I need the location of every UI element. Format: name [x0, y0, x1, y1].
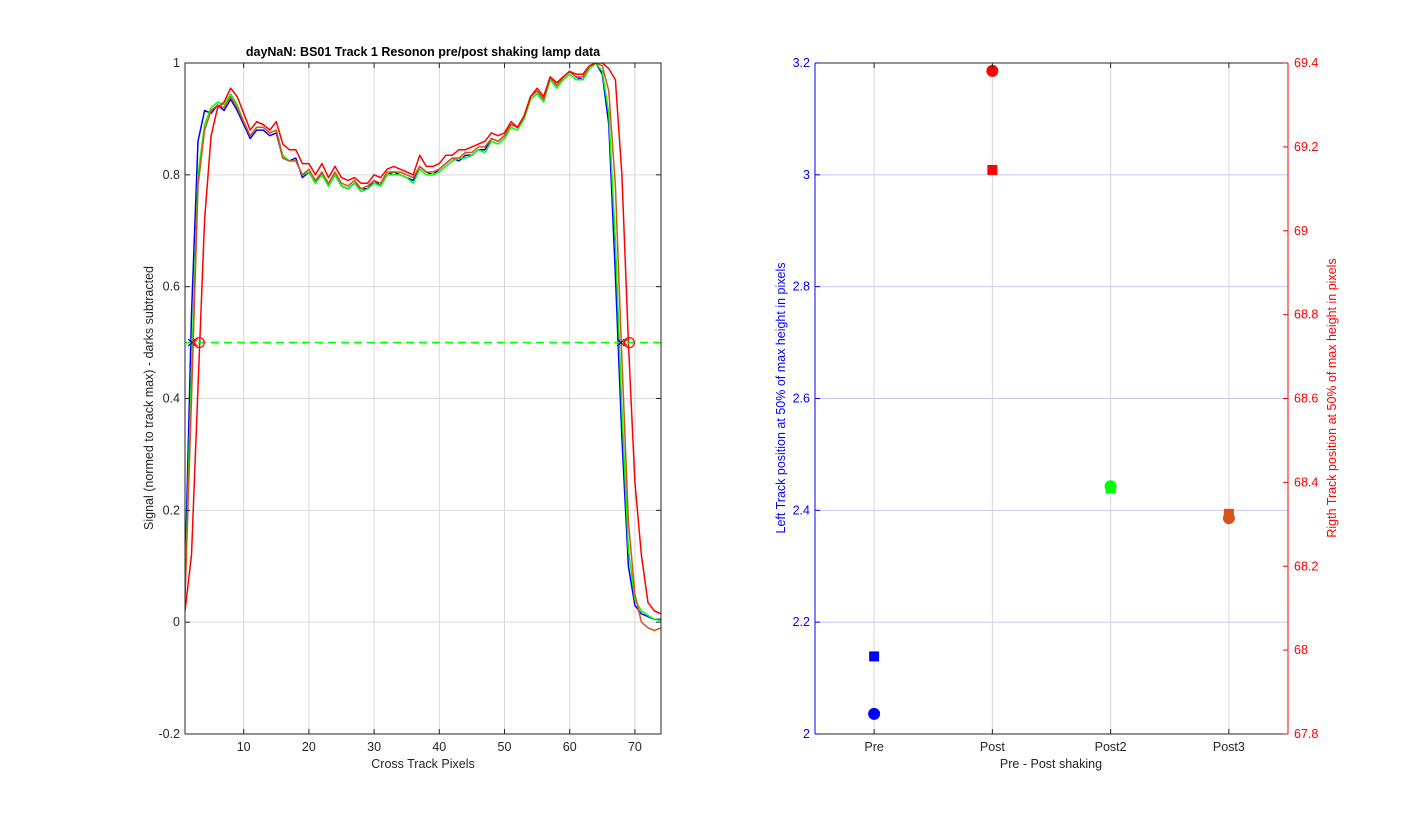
right-x-tick-label: Post3: [1213, 740, 1245, 754]
left-y-tick-label: -0.2: [158, 727, 180, 741]
right-x-tick-label: Post2: [1095, 740, 1127, 754]
left-y-axis-label: Signal (normed to track max) - darks sub…: [142, 266, 156, 530]
right-point-square: [869, 651, 880, 662]
right-chart: Pre Post Post2 Post3 2 2.2 2.4 2.6 2.8 3 3.2 67.8 68…: [774, 56, 1339, 771]
left-y-tick-label: 0.4: [163, 392, 180, 406]
right-x-tick-label: Post: [980, 740, 1006, 754]
right-point-square: [1105, 483, 1116, 494]
left-y-tick-label: 0.8: [163, 168, 180, 182]
right-left-y-tick-label: 2.2: [793, 615, 810, 629]
left-x-tick-label: 30: [367, 740, 381, 754]
left-x-axis-label: Cross Track Pixels: [371, 757, 475, 771]
right-point-square: [1223, 508, 1234, 519]
right-right-y-tick-label: 68.4: [1294, 475, 1318, 489]
left-crossing-marker-circle: [193, 336, 205, 349]
left-y-tick-label: 0.2: [163, 503, 180, 517]
right-left-y-tick-label: 2.6: [793, 392, 810, 406]
left-series-line: [185, 63, 661, 615]
right-x-tick-label: Pre: [864, 740, 884, 754]
left-x-tick-label: 10: [237, 740, 251, 754]
right-axis-ticks: Pre Post Post2 Post3 2 2.2 2.4 2.6 2.8 3 3.2 67.8 68…: [793, 56, 1319, 754]
right-grid: [815, 63, 1288, 734]
left-series-line: [185, 63, 661, 632]
right-left-y-tick-label: 2: [803, 727, 810, 741]
left-y-tick-label: 1: [173, 56, 180, 70]
right-left-y-tick-label: 2.4: [793, 503, 810, 517]
left-x-tick-label: 50: [498, 740, 512, 754]
right-right-y-tick-label: 68.6: [1294, 392, 1318, 406]
right-left-y-tick-label: 3: [803, 168, 810, 182]
left-x-tick-label: 20: [302, 740, 316, 754]
left-x-tick-label: 60: [563, 740, 577, 754]
left-y-tick-label: 0.6: [163, 280, 180, 294]
right-right-y-axis-label: Rigth Track position at 50% of max heigh…: [1325, 258, 1339, 537]
left-chart-title: dayNaN: BS01 Track 1 Resonon pre/post sh…: [246, 45, 601, 59]
left-crossing-markers: [187, 336, 635, 349]
left-x-tick-label: 70: [628, 740, 642, 754]
right-left-y-tick-label: 3.2: [793, 56, 810, 70]
left-axis-ticks: 10 20 30 40 50 60 70 -0.2 0 0.2 0.4 0.6 0.8 1: [158, 56, 661, 754]
left-crossing-marker-circle: [623, 336, 635, 349]
right-right-y-tick-label: 68: [1294, 643, 1308, 657]
right-left-y-axis-label: Left Track position at 50% of max height…: [774, 263, 788, 534]
left-x-tick-label: 40: [432, 740, 446, 754]
left-chart: 10 20 30 40 50 60 70 -0.2 0 0.2 0.4 0.6 0.8 1 dayNaN:…: [142, 45, 662, 771]
right-left-y-tick-label: 2.8: [793, 280, 810, 294]
left-crossing-marker-x: [187, 338, 196, 347]
right-x-axis-label: Pre - Post shaking: [1000, 757, 1102, 771]
right-right-y-tick-label: 69: [1294, 224, 1308, 238]
right-data-points: [868, 64, 1235, 720]
right-right-y-tick-label: 69.4: [1294, 56, 1318, 70]
left-series-lines: [185, 63, 661, 632]
left-crossing-marker-x: [616, 338, 625, 347]
right-point-circle: [868, 707, 881, 720]
right-right-y-tick-label: 68.2: [1294, 559, 1318, 573]
right-point-square: [987, 164, 998, 175]
right-right-y-tick-label: 67.8: [1294, 727, 1318, 741]
right-right-y-tick-label: 68.8: [1294, 308, 1318, 322]
right-right-y-tick-label: 69.2: [1294, 140, 1318, 154]
left-y-tick-label: 0: [173, 615, 180, 629]
